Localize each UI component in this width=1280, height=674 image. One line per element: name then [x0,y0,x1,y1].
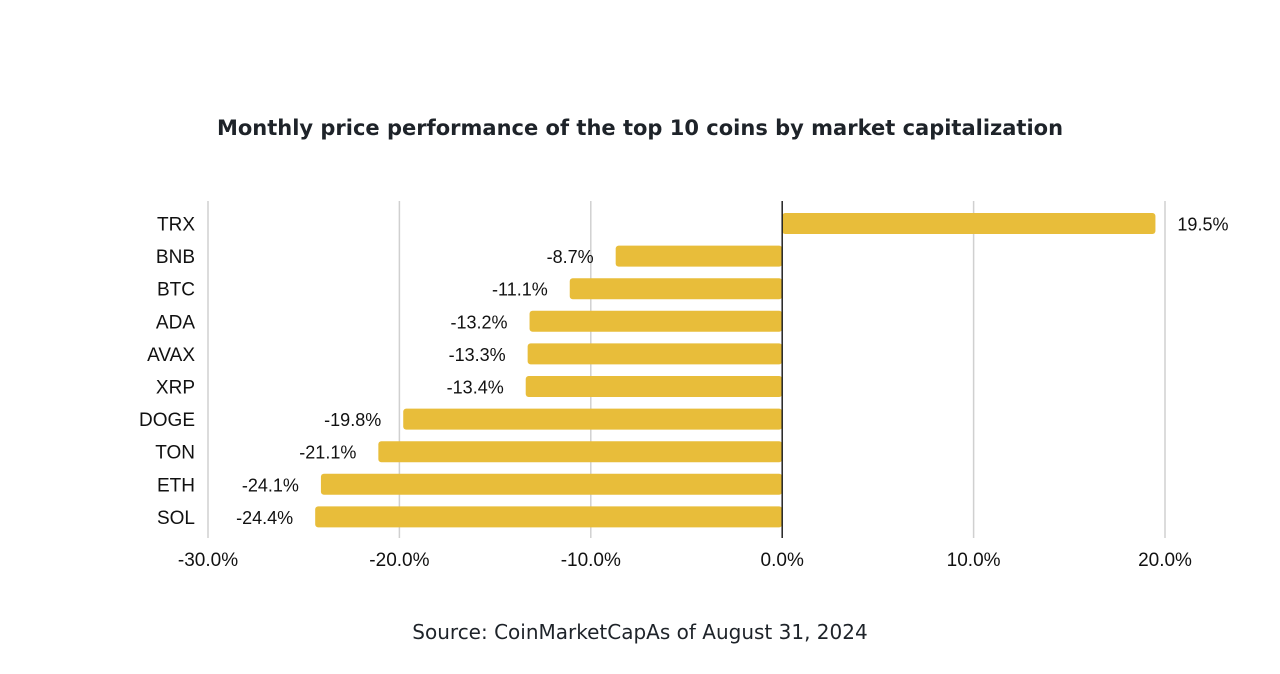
x-tick-label: 10.0% [947,550,1001,571]
bar-trx [782,213,1156,234]
value-label: -8.7% [547,247,594,267]
category-label: DOGE [139,410,195,431]
x-tick-label: -10.0% [561,550,621,571]
source-note: Source: CoinMarketCapAs of August 31, 20… [412,620,868,644]
bar-ton [378,441,783,463]
category-label: BNB [156,247,195,268]
category-label: TRX [157,215,195,236]
value-label: 19.5% [1177,215,1228,235]
bar-btc [569,278,783,300]
x-tick-label: 0.0% [761,550,804,571]
bar-sol [315,506,783,528]
category-label: TON [155,443,195,464]
value-label: -11.1% [492,280,548,300]
value-label: -13.2% [451,312,508,332]
category-label: ADA [156,312,195,333]
value-label: -13.3% [449,345,506,365]
bar-avax [527,343,783,365]
bar-ada [529,310,783,332]
chart-title: Monthly price performance of the top 10 … [216,116,1064,140]
x-tick-label: 20.0% [1138,550,1192,571]
bar-eth [320,473,783,495]
value-label: -21.1% [299,443,356,463]
category-label: ETH [157,475,195,496]
value-label: -13.4% [447,378,504,398]
value-label: -19.8% [324,410,381,430]
bar-doge [403,408,783,430]
value-label: -24.1% [242,475,299,495]
x-tick-label: -30.0% [178,550,238,571]
category-label: BTC [157,280,195,301]
bar-xrp [525,376,783,397]
x-tick-label: -20.0% [369,550,429,571]
category-label: XRP [156,378,195,399]
bar-bnb [615,245,783,267]
category-label: SOL [157,508,195,529]
value-label: -24.4% [236,508,293,528]
category-label: AVAX [147,345,195,366]
